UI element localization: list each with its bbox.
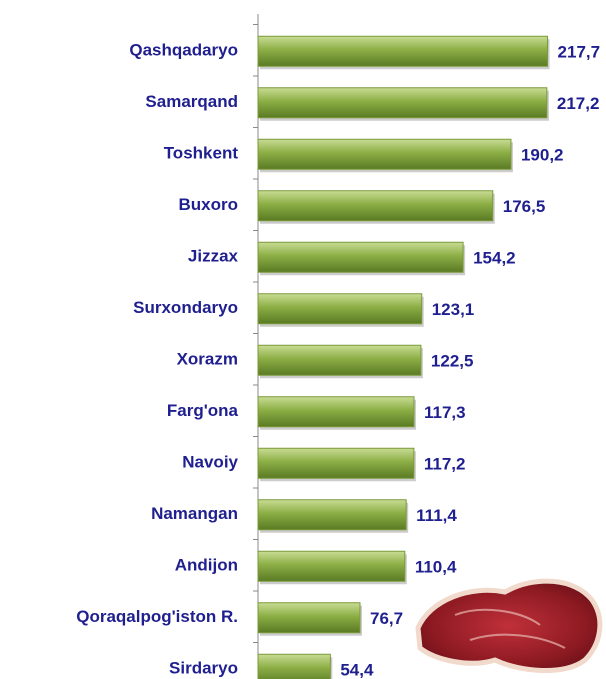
category-label: Samarqand bbox=[145, 92, 238, 111]
value-label: 117,2 bbox=[424, 455, 466, 474]
category-label: Jizzax bbox=[188, 247, 239, 266]
category-label: Buxoro bbox=[179, 195, 239, 214]
bar bbox=[258, 88, 547, 118]
category-label: Namangan bbox=[151, 504, 238, 523]
category-label: Surxondaryo bbox=[133, 298, 238, 317]
category-label: Sirdaryo bbox=[169, 659, 238, 678]
category-label: Farg'ona bbox=[167, 401, 239, 420]
category-label: Andijon bbox=[175, 556, 238, 575]
value-label: 111,4 bbox=[416, 506, 457, 525]
bar bbox=[258, 294, 422, 324]
category-label: Qashqadaryo bbox=[129, 41, 238, 60]
bar bbox=[258, 551, 405, 581]
category-label: Qoraqalpog'iston R. bbox=[76, 607, 238, 626]
bar bbox=[258, 448, 414, 478]
bar bbox=[258, 654, 330, 679]
bar bbox=[258, 191, 493, 221]
value-label: 154,2 bbox=[473, 249, 516, 268]
bar bbox=[258, 345, 421, 375]
value-label: 76,7 bbox=[370, 609, 403, 628]
category-label: Toshkent bbox=[164, 144, 239, 163]
category-label: Navoiy bbox=[182, 453, 238, 472]
value-label: 190,2 bbox=[521, 146, 564, 165]
category-label: Xorazm bbox=[177, 350, 238, 369]
bar bbox=[258, 500, 406, 530]
value-label: 217,7 bbox=[558, 43, 601, 62]
meat-illustration bbox=[418, 581, 600, 670]
bar bbox=[258, 603, 360, 633]
value-label: 110,4 bbox=[415, 558, 457, 577]
value-label: 117,3 bbox=[424, 403, 466, 422]
bar bbox=[258, 139, 511, 169]
value-label: 123,1 bbox=[432, 300, 475, 319]
chart: Qashqadaryo 217,7 Samarqand 217,2 Toshkent 19… bbox=[0, 0, 606, 679]
value-label: 54,4 bbox=[340, 661, 374, 679]
value-label: 217,2 bbox=[557, 94, 600, 113]
bar bbox=[258, 36, 548, 66]
value-label: 176,5 bbox=[503, 197, 546, 216]
bar bbox=[258, 242, 463, 272]
bar bbox=[258, 397, 414, 427]
value-label: 122,5 bbox=[431, 352, 474, 371]
